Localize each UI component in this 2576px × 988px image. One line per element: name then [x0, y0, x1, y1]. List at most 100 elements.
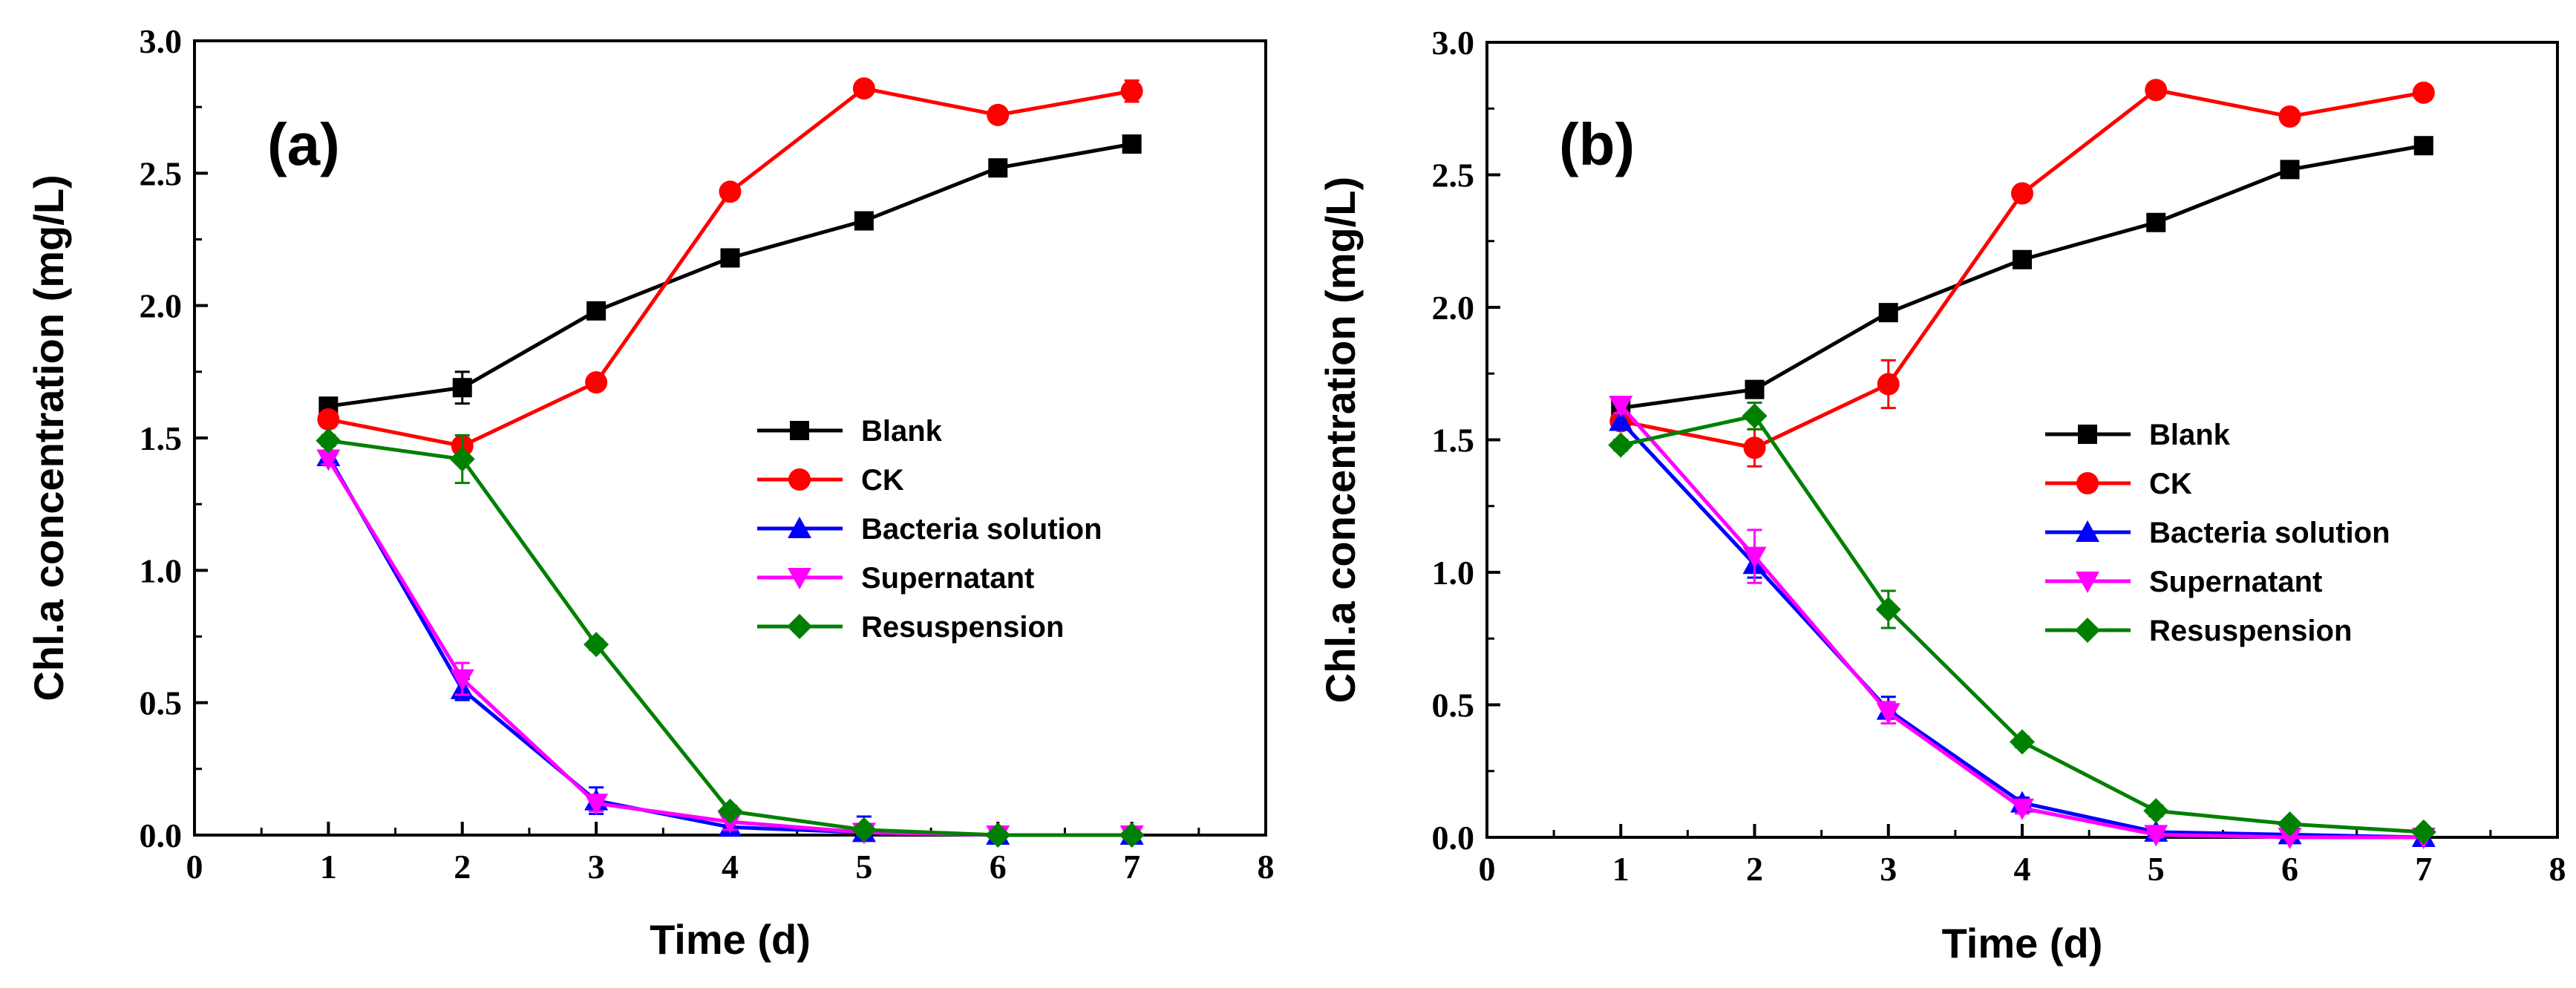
x-tick-label: 8 — [2549, 850, 2566, 888]
data-point — [317, 408, 340, 431]
legend-label: Resuspension — [2149, 615, 2352, 647]
legend-marker — [2076, 472, 2099, 494]
y-tick-label: 0.0 — [140, 817, 183, 854]
y-tick-label: 1.0 — [1432, 554, 1475, 592]
data-point — [450, 669, 474, 691]
data-point — [1120, 79, 1143, 102]
legend: Blank CK Bacteria solution Supernatant Resus… — [757, 415, 1102, 644]
data-point — [851, 817, 877, 843]
data-point — [2010, 798, 2034, 820]
data-point — [720, 248, 740, 268]
y-tick-label: 2.0 — [140, 287, 183, 325]
legend-marker — [2076, 520, 2099, 542]
legend-label: CK — [2149, 468, 2192, 500]
data-point — [2278, 828, 2302, 849]
data-point — [2013, 249, 2032, 269]
data-point — [316, 449, 341, 471]
y-tick-label: 0.0 — [1432, 819, 1475, 857]
data-point — [2011, 182, 2033, 205]
x-tick-label: 0 — [186, 848, 203, 886]
series-ck — [1609, 79, 2435, 468]
y-tick-label: 2.0 — [1432, 289, 1475, 327]
x-tick-label: 1 — [1612, 850, 1629, 888]
data-point — [2145, 79, 2168, 102]
data-point — [452, 378, 472, 398]
series-resuspension — [1608, 402, 2436, 845]
x-tick-label: 0 — [1479, 850, 1496, 888]
plot-frame — [193, 39, 1267, 837]
legend-marker — [787, 614, 812, 639]
data-point — [985, 822, 1011, 848]
y-tick-label: 0.5 — [1432, 687, 1475, 724]
x-tick-label: 2 — [1746, 850, 1763, 888]
legend-label: Bacteria solution — [2149, 517, 2390, 549]
data-point — [1878, 303, 1898, 323]
x-tick-label: 8 — [1258, 848, 1275, 886]
data-point — [988, 158, 1008, 178]
y-tick-label: 1.5 — [1432, 422, 1475, 459]
x-axis-title: Time (d) — [650, 916, 811, 963]
data-point — [1609, 409, 1633, 431]
data-point — [584, 794, 609, 816]
series-blank — [318, 134, 1142, 416]
data-point — [852, 77, 875, 100]
data-point — [585, 371, 608, 394]
x-tick-label: 3 — [1880, 850, 1897, 888]
x-axis-title: Time (d) — [1942, 920, 2103, 966]
data-point — [1742, 403, 1768, 429]
series-blank — [1611, 136, 2433, 418]
legend-label: CK — [861, 464, 904, 497]
data-point — [717, 798, 743, 824]
legend-marker — [790, 421, 809, 440]
y-tick-label: 2.5 — [1432, 157, 1475, 194]
data-point — [2410, 819, 2436, 845]
legend-marker — [788, 468, 811, 491]
data-point — [1122, 134, 1142, 154]
data-point — [1745, 379, 1765, 399]
data-point — [1875, 596, 1901, 622]
x-tick-label: 4 — [722, 848, 739, 886]
legend: Blank CK Bacteria solution Supernatant Resus… — [2045, 419, 2390, 647]
series-supernatant — [1609, 396, 2436, 849]
panel-label: (b) — [1559, 111, 1635, 177]
y-tick-label: 1.0 — [140, 552, 183, 589]
data-point — [2413, 136, 2433, 156]
data-point — [987, 103, 1010, 126]
data-point — [1876, 703, 1900, 725]
data-point — [2010, 729, 2035, 755]
y-tick-label: 0.5 — [140, 684, 183, 722]
data-point — [2277, 811, 2303, 837]
y-tick-label: 3.0 — [1432, 24, 1475, 62]
legend-marker — [2078, 425, 2097, 444]
chart-panel-a: 0 1 2 3 4 5 6 7 8 0.0 0.5 1.0 1.5 2.0 2.5 3.0 Time (d) Ch… — [25, 22, 1275, 963]
chart-panel-b: 0 1 2 3 4 5 6 7 8 0.0 0.5 1.0 1.5 2.0 2.5 3.0 Time (d) Ch… — [1317, 24, 2566, 966]
panel-label: (a) — [267, 111, 340, 177]
y-axis-title: Chl.a concentration (mg/L) — [25, 174, 72, 701]
legend-label: Resuspension — [861, 611, 1064, 644]
x-tick-label: 7 — [2415, 850, 2432, 888]
data-point — [854, 211, 874, 231]
data-point — [1608, 432, 1634, 458]
data-point — [2146, 212, 2166, 232]
data-point — [2143, 798, 2169, 824]
y-axis-title: Chl.a concentration (mg/L) — [1317, 177, 1364, 703]
data-point — [1609, 396, 1633, 418]
data-point — [2412, 81, 2435, 104]
data-point — [449, 446, 475, 472]
data-point — [2280, 160, 2300, 180]
data-point — [583, 632, 609, 658]
legend-label: Supernatant — [861, 562, 1034, 595]
x-tick-label: 5 — [2148, 850, 2165, 888]
data-point — [719, 180, 742, 203]
data-point — [1742, 546, 1767, 569]
y-tick-label: 1.5 — [140, 419, 183, 457]
data-point — [1743, 436, 1766, 459]
x-tick-label: 3 — [588, 848, 605, 886]
data-point — [2144, 825, 2168, 847]
x-tick-label: 7 — [1123, 848, 1140, 886]
data-point — [1877, 373, 1900, 396]
y-tick-label: 3.0 — [140, 22, 183, 60]
x-tick-label: 6 — [990, 848, 1007, 886]
x-tick-label: 5 — [855, 848, 872, 886]
